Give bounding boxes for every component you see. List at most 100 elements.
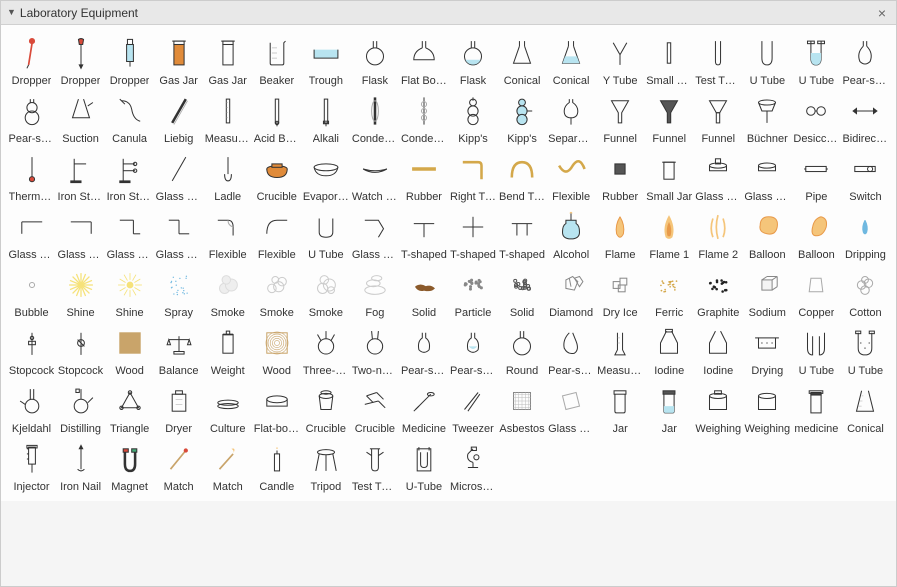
equipment-item[interactable]: Dryer (154, 381, 203, 435)
equipment-item[interactable]: Evaporating (301, 149, 350, 203)
equipment-item[interactable]: Iron Stand (105, 149, 154, 203)
equipment-item[interactable]: Flat Bottom (399, 33, 448, 87)
equipment-item[interactable]: Glass Tube (154, 207, 203, 261)
equipment-item[interactable]: Condenser (350, 91, 399, 145)
equipment-item[interactable]: Dry Ice (596, 265, 645, 319)
equipment-item[interactable]: Test Tube (350, 439, 399, 493)
equipment-item[interactable]: Büchner (743, 91, 792, 145)
equipment-item[interactable]: Pipe (792, 149, 841, 203)
equipment-item[interactable]: Candle (252, 439, 301, 493)
equipment-item[interactable]: Alkali (301, 91, 350, 145)
equipment-item[interactable]: Cotton (841, 265, 890, 319)
equipment-item[interactable]: Kipp's (449, 91, 498, 145)
equipment-item[interactable]: Iodine (645, 323, 694, 377)
equipment-item[interactable]: Beaker (252, 33, 301, 87)
equipment-item[interactable]: U Tube (792, 323, 841, 377)
equipment-item[interactable]: Watch Glass (350, 149, 399, 203)
equipment-item[interactable]: Round (498, 323, 547, 377)
equipment-item[interactable]: Desiccator (792, 91, 841, 145)
equipment-item[interactable]: Weight (203, 323, 252, 377)
equipment-item[interactable]: U Tube (841, 323, 890, 377)
equipment-item[interactable]: Match (203, 439, 252, 493)
equipment-item[interactable]: Spray (154, 265, 203, 319)
equipment-item[interactable]: Small Tube (645, 33, 694, 87)
equipment-item[interactable]: Glass Tube (7, 207, 56, 261)
equipment-item[interactable]: Funnel (694, 91, 743, 145)
equipment-item[interactable]: Conical (498, 33, 547, 87)
equipment-item[interactable]: medicine (792, 381, 841, 435)
equipment-item[interactable]: Tripod (301, 439, 350, 493)
equipment-item[interactable]: Pear-shaped (399, 323, 448, 377)
equipment-item[interactable]: Liebig (154, 91, 203, 145)
equipment-item[interactable]: Glass Rod (154, 149, 203, 203)
equipment-item[interactable]: Bidirectional (841, 91, 890, 145)
equipment-item[interactable]: U Tube (301, 207, 350, 261)
equipment-item[interactable]: Bend Tube (498, 149, 547, 203)
equipment-item[interactable]: Y Tube (596, 33, 645, 87)
equipment-item[interactable]: Triangle (105, 381, 154, 435)
equipment-item[interactable]: Two-neck (350, 323, 399, 377)
equipment-item[interactable]: Switch (841, 149, 890, 203)
equipment-item[interactable]: Dropper (105, 33, 154, 87)
equipment-item[interactable]: Microscope (449, 439, 498, 493)
equipment-item[interactable]: Conical (841, 381, 890, 435)
equipment-item[interactable]: Conical (547, 33, 596, 87)
equipment-item[interactable]: Graphite (694, 265, 743, 319)
equipment-item[interactable]: Diamond (547, 265, 596, 319)
equipment-item[interactable]: Medicine (399, 381, 448, 435)
equipment-item[interactable]: Match (154, 439, 203, 493)
equipment-item[interactable]: Balloon (743, 207, 792, 261)
equipment-item[interactable]: Jar (596, 381, 645, 435)
equipment-item[interactable]: Suction (56, 91, 105, 145)
equipment-item[interactable]: Crucible (301, 381, 350, 435)
equipment-item[interactable]: Wood (252, 323, 301, 377)
equipment-item[interactable]: Ladle (203, 149, 252, 203)
equipment-item[interactable]: Jar (645, 381, 694, 435)
equipment-item[interactable]: Weighing (743, 381, 792, 435)
equipment-item[interactable]: Acid Burette (252, 91, 301, 145)
equipment-item[interactable]: Condenser (399, 91, 448, 145)
equipment-item[interactable]: Kipp's (498, 91, 547, 145)
equipment-item[interactable]: Gas Jar (203, 33, 252, 87)
equipment-item[interactable]: Flat-bottom (252, 381, 301, 435)
equipment-item[interactable]: Flexible (547, 149, 596, 203)
equipment-item[interactable]: Solid (399, 265, 448, 319)
equipment-item[interactable]: U-Tube (399, 439, 448, 493)
equipment-item[interactable]: Bubble (7, 265, 56, 319)
equipment-item[interactable]: Thermometer (7, 149, 56, 203)
equipment-item[interactable]: Pear-shaped (841, 33, 890, 87)
equipment-item[interactable]: Glass Cap (694, 149, 743, 203)
equipment-item[interactable]: Flask (350, 33, 399, 87)
equipment-item[interactable]: Iron Nail (56, 439, 105, 493)
equipment-item[interactable]: Pear-shaped (449, 323, 498, 377)
equipment-item[interactable]: Wood (105, 323, 154, 377)
equipment-item[interactable]: Test Tube (694, 33, 743, 87)
equipment-item[interactable]: Glass Tube (56, 207, 105, 261)
equipment-item[interactable]: Three-neck (301, 323, 350, 377)
equipment-item[interactable]: Particle (449, 265, 498, 319)
equipment-item[interactable]: Asbestos (498, 381, 547, 435)
equipment-item[interactable]: Flame (596, 207, 645, 261)
equipment-item[interactable]: Smoke (301, 265, 350, 319)
equipment-item[interactable]: Ferric (645, 265, 694, 319)
equipment-item[interactable]: Dripping (841, 207, 890, 261)
equipment-item[interactable]: Smoke (203, 265, 252, 319)
equipment-item[interactable]: Canula (105, 91, 154, 145)
equipment-item[interactable]: Stopcock (7, 323, 56, 377)
equipment-item[interactable]: Smoke (252, 265, 301, 319)
equipment-item[interactable]: Tweezer (449, 381, 498, 435)
equipment-item[interactable]: Copper (792, 265, 841, 319)
equipment-item[interactable]: Flexible (252, 207, 301, 261)
equipment-item[interactable]: Funnel (596, 91, 645, 145)
equipment-item[interactable]: Stopcock (56, 323, 105, 377)
equipment-item[interactable]: Balloon (792, 207, 841, 261)
equipment-item[interactable]: Fog (350, 265, 399, 319)
equipment-item[interactable]: T-shaped (399, 207, 448, 261)
equipment-item[interactable]: Flame 2 (694, 207, 743, 261)
equipment-item[interactable]: Dropper (7, 33, 56, 87)
equipment-item[interactable]: Drying (743, 323, 792, 377)
equipment-item[interactable]: U Tube (743, 33, 792, 87)
close-icon[interactable]: × (874, 5, 890, 21)
equipment-item[interactable]: U Tube (792, 33, 841, 87)
equipment-item[interactable]: Gas Jar (154, 33, 203, 87)
